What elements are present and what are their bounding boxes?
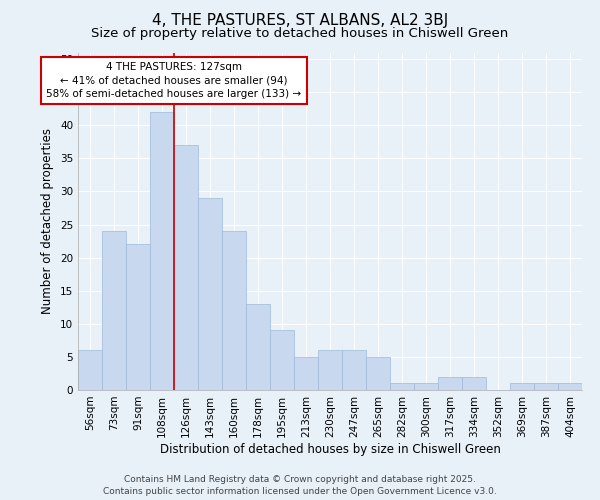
Bar [438,377,462,390]
Y-axis label: Number of detached properties: Number of detached properties [41,128,55,314]
Bar [534,384,558,390]
Bar [294,357,318,390]
Bar [414,384,438,390]
Text: 4 THE PASTURES: 127sqm
← 41% of detached houses are smaller (94)
58% of semi-det: 4 THE PASTURES: 127sqm ← 41% of detached… [46,62,302,99]
Text: 4, THE PASTURES, ST ALBANS, AL2 3BJ: 4, THE PASTURES, ST ALBANS, AL2 3BJ [152,12,448,28]
Bar [102,231,126,390]
Bar [342,350,366,390]
Bar [390,384,414,390]
Bar [510,384,534,390]
Bar [318,350,342,390]
Bar [198,198,222,390]
X-axis label: Distribution of detached houses by size in Chiswell Green: Distribution of detached houses by size … [160,442,500,456]
Bar [270,330,294,390]
Bar [78,350,102,390]
Bar [366,357,390,390]
Text: Contains HM Land Registry data © Crown copyright and database right 2025.
Contai: Contains HM Land Registry data © Crown c… [103,474,497,496]
Bar [174,145,198,390]
Bar [246,304,270,390]
Bar [150,112,174,390]
Bar [558,384,582,390]
Bar [222,231,246,390]
Bar [126,244,150,390]
Bar [462,377,486,390]
Text: Size of property relative to detached houses in Chiswell Green: Size of property relative to detached ho… [91,28,509,40]
